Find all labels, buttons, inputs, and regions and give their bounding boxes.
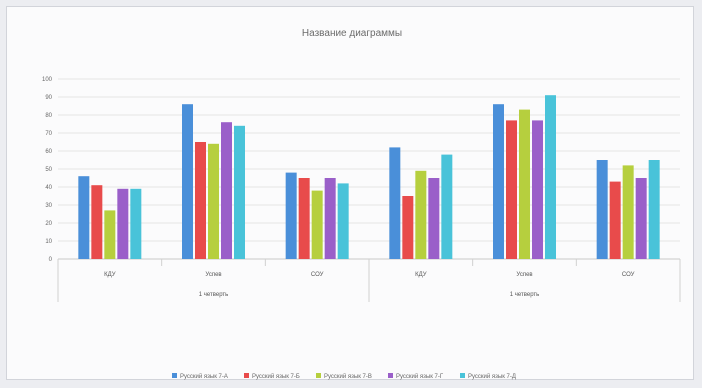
x-tick-label: Успев xyxy=(516,272,532,278)
bar xyxy=(298,178,310,259)
y-tick-label: 50 xyxy=(45,167,52,173)
bar xyxy=(506,120,517,260)
legend-swatch xyxy=(244,373,249,378)
bar xyxy=(221,122,232,259)
gridlines xyxy=(58,78,680,260)
legend-label: Русский язык 7-Б xyxy=(252,373,300,380)
x-axis: КДУ Успев СОУ КДУ Успев СОУ 1 четверть 1 четвер… xyxy=(57,259,681,302)
bar xyxy=(596,160,608,259)
y-tick-label: 100 xyxy=(42,77,53,83)
bar xyxy=(311,190,323,259)
bar xyxy=(91,185,103,259)
bar xyxy=(324,178,336,259)
y-tick-label: 80 xyxy=(45,113,52,119)
bar xyxy=(402,196,414,259)
bar xyxy=(117,188,129,259)
bar xyxy=(337,183,349,259)
x-tick-label: СОУ xyxy=(311,272,324,278)
legend-swatch xyxy=(460,373,465,378)
x-tick-label: СОУ xyxy=(622,272,635,278)
y-tick-label: 90 xyxy=(45,95,52,101)
bar xyxy=(609,181,621,259)
x-tick-label: Успев xyxy=(205,272,221,278)
y-tick-label: 60 xyxy=(45,149,52,155)
bars xyxy=(78,95,660,260)
legend-swatch xyxy=(172,373,177,378)
bar xyxy=(285,172,297,259)
legend-label: Русский язык 7-А xyxy=(180,373,228,380)
legend-label: Русский язык 7-Г xyxy=(396,373,444,380)
legend-label: Русский язык 7-Д xyxy=(468,373,516,380)
y-tick-label: 10 xyxy=(45,239,52,245)
bar xyxy=(441,154,453,259)
group-label: 1 четверть xyxy=(199,292,229,298)
bar xyxy=(78,176,90,259)
group-label: 1 четверть xyxy=(510,292,540,298)
bar xyxy=(648,160,660,259)
bar xyxy=(195,142,206,259)
legend: Русский язык 7-А Русский язык 7-Б Русский … xyxy=(172,373,516,380)
bar xyxy=(493,104,504,259)
bar xyxy=(428,178,440,259)
bar xyxy=(519,109,530,259)
legend-swatch xyxy=(388,373,393,378)
bar xyxy=(182,104,193,259)
bar xyxy=(208,143,219,259)
y-tick-label: 30 xyxy=(45,203,52,209)
legend-swatch xyxy=(316,373,321,378)
bar xyxy=(532,120,543,260)
bar xyxy=(622,165,634,259)
y-tick-label: 70 xyxy=(45,131,52,137)
bar xyxy=(545,95,556,259)
bar xyxy=(104,210,116,259)
bar xyxy=(415,170,427,259)
bar xyxy=(234,125,245,259)
x-tick-label: КДУ xyxy=(104,272,116,278)
y-tick-label: 0 xyxy=(49,257,53,263)
y-tick-label: 40 xyxy=(45,185,52,191)
y-axis: 0 10 20 30 40 50 60 70 80 90 100 xyxy=(42,77,53,263)
y-tick-label: 20 xyxy=(45,221,52,227)
legend-label: Русский язык 7-В xyxy=(324,373,372,380)
chart-title: Название диаграммы xyxy=(302,28,402,39)
bar xyxy=(130,188,142,259)
x-tick-label: КДУ xyxy=(415,272,427,278)
bar xyxy=(389,147,401,259)
bar xyxy=(635,178,647,259)
